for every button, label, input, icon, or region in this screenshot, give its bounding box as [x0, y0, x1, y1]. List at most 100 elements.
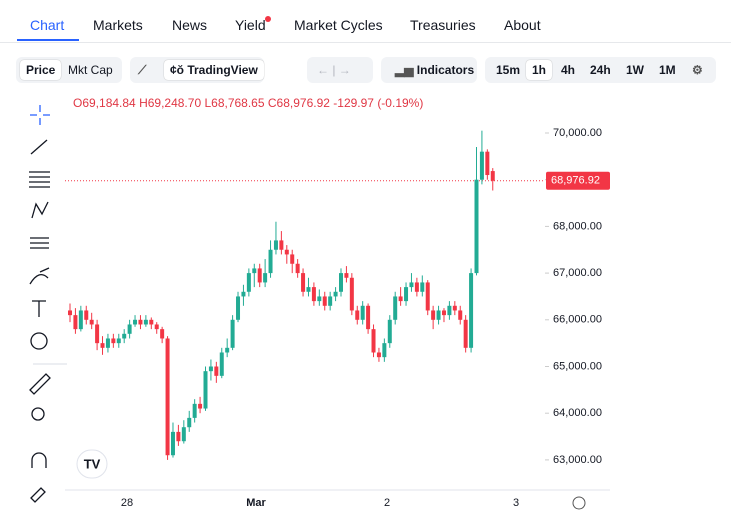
- candle-body: [366, 305, 371, 330]
- y-tick-label: 66,000.00: [553, 314, 602, 326]
- interval-button[interactable]: 15m: [496, 63, 521, 77]
- crosshair-tool[interactable]: [30, 105, 50, 125]
- candle-body: [306, 287, 311, 292]
- label: Indicators: [416, 63, 475, 77]
- candle-body: [143, 319, 148, 325]
- measure-tool[interactable]: [29, 373, 51, 395]
- candle-body: [349, 277, 354, 311]
- indicators-group: [381, 57, 477, 83]
- candle-body: [452, 305, 457, 311]
- zoom-tool[interactable]: [31, 407, 45, 421]
- mode-button[interactable]: Price: [20, 60, 62, 80]
- projection-tool[interactable]: [30, 237, 49, 249]
- y-tick-label: 65,000.00: [553, 360, 602, 372]
- axis-settings[interactable]: [572, 496, 586, 510]
- fib-tool[interactable]: [29, 171, 50, 188]
- candle-body: [187, 417, 192, 428]
- candle-body: [431, 310, 436, 320]
- eraser-tool[interactable]: [30, 487, 46, 503]
- candle-body: [485, 151, 490, 176]
- candle-body: [263, 273, 268, 283]
- candle-body: [160, 329, 165, 339]
- indicators-button[interactable]: ▂▅ Indicators: [395, 63, 474, 77]
- x-tick-label: 2: [384, 497, 390, 509]
- change: -129.97 (-0.19%): [333, 96, 424, 110]
- candle-body: [246, 273, 251, 292]
- nav-tab[interactable]: Yield: [235, 17, 266, 33]
- candle-body: [149, 319, 154, 325]
- candle-body: [154, 324, 159, 330]
- y-tick-label: 64,000.00: [553, 407, 602, 419]
- interval-group: [485, 57, 716, 83]
- candle-body: [447, 305, 452, 316]
- candle-body: [203, 371, 208, 409]
- candle-body: [333, 291, 338, 297]
- y-tick-label: 63,000.00: [553, 454, 602, 466]
- candle-body: [84, 310, 89, 320]
- x-tick-label: 28: [121, 497, 133, 509]
- candle-body: [138, 319, 143, 325]
- candle-body: [257, 268, 262, 283]
- tradingview-button[interactable]: ¢ŏ TradingView: [164, 60, 264, 80]
- candle-body: [463, 319, 468, 348]
- y-tick-label: 68,000.00: [553, 220, 602, 232]
- text-tool[interactable]: [32, 300, 46, 317]
- candle-body: [105, 338, 110, 348]
- icon: ¢ŏ: [170, 63, 188, 77]
- interval-button[interactable]: 4h: [561, 63, 576, 77]
- tv-logo-mark: TV: [84, 456, 101, 471]
- pattern-tool[interactable]: [31, 201, 49, 219]
- interval-button[interactable]: 1W: [626, 63, 644, 77]
- candle-body: [100, 343, 105, 348]
- interval-button[interactable]: 1M: [659, 63, 676, 77]
- nav-tab[interactable]: Treasuries: [410, 17, 476, 33]
- nav-tab[interactable]: Markets: [93, 17, 143, 33]
- candle-body: [252, 268, 257, 274]
- candle-body: [111, 338, 116, 344]
- interval-button[interactable]: 1h: [526, 60, 553, 80]
- candle-body: [387, 319, 392, 344]
- undo-redo-icons[interactable]: ← | →: [317, 63, 351, 77]
- open: O69,184.84: [73, 96, 136, 110]
- candle-body: [268, 249, 273, 274]
- candle-body: [414, 282, 419, 292]
- low: L68,768.65: [204, 96, 265, 110]
- ohlc-legend: O69,184.84 H69,248.70 L68,768.65 C68,976…: [73, 96, 423, 110]
- candle-body: [176, 431, 181, 442]
- brush-tool[interactable]: [29, 267, 50, 285]
- drawing-tools: [29, 105, 67, 503]
- candle-body: [420, 282, 425, 292]
- candle-body: [382, 343, 387, 358]
- chart-icon[interactable]: ⟋: [138, 63, 147, 77]
- nav-tab[interactable]: Market Cycles: [294, 17, 383, 33]
- nav-tab[interactable]: Chart: [30, 17, 65, 33]
- mode-button[interactable]: Mkt Cap: [68, 63, 113, 77]
- candle-body: [490, 171, 495, 181]
- candle-body: [441, 310, 446, 316]
- candle-body: [230, 319, 235, 348]
- nav-tab[interactable]: News: [172, 17, 208, 33]
- candle-body: [360, 305, 365, 320]
- trendline-tool[interactable]: [30, 139, 48, 155]
- magnet-tool[interactable]: [31, 452, 47, 468]
- nav-tab[interactable]: About: [504, 17, 541, 33]
- candle-body: [214, 366, 219, 376]
- candle-body: [122, 333, 127, 339]
- candle-body: [474, 179, 479, 274]
- badge-dot: [265, 16, 271, 22]
- emoji-tool[interactable]: [30, 332, 48, 350]
- candle-body: [404, 287, 409, 302]
- interval-button[interactable]: 24h: [590, 63, 611, 77]
- active-underline: [17, 39, 79, 41]
- candle-body: [301, 273, 306, 292]
- x-tick-label: Mar: [246, 497, 266, 509]
- x-tick-label: 3: [513, 497, 519, 509]
- candle-body: [273, 240, 278, 250]
- settings-icon[interactable]: ⚙: [692, 63, 703, 77]
- candle-body: [208, 366, 213, 372]
- candle-body: [311, 287, 316, 302]
- candle-body: [328, 296, 333, 306]
- undo-redo: [307, 57, 373, 83]
